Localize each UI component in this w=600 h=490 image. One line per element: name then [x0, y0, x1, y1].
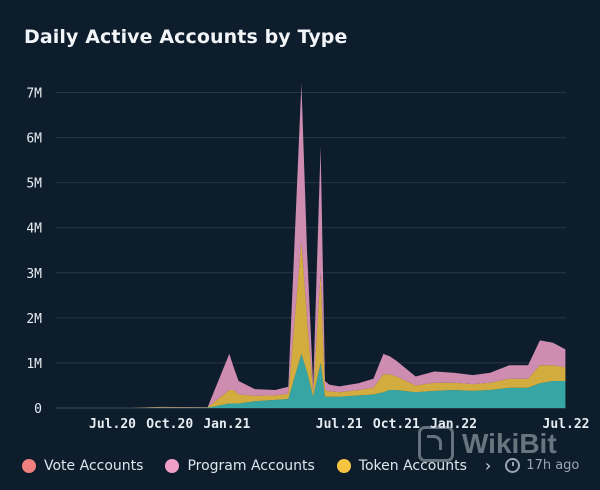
last-updated-text: 17h ago: [526, 458, 580, 473]
y-tick-label: 1M: [26, 357, 42, 372]
y-tick-label: 5M: [26, 177, 42, 192]
x-axis: Jul.20 Oct.20 Jan.21 Jul.21 Oct.21 Jan.22 Jul.…: [89, 417, 589, 432]
series-areas: [56, 83, 566, 409]
legend-swatch-vote: [22, 458, 36, 473]
clock-icon: [505, 458, 521, 473]
legend-item-program[interactable]: Program Accounts: [165, 457, 315, 474]
x-tick-label: Jul.22: [543, 417, 590, 432]
series-area-program-accounts[interactable]: [56, 83, 566, 409]
y-tick-label: 3M: [26, 267, 42, 282]
y-tick-label: 6M: [26, 132, 42, 147]
wikibit-logo-icon: [418, 426, 454, 462]
x-tick-label: Jan.21: [203, 417, 250, 432]
legend-item-vote[interactable]: Vote Accounts: [22, 458, 143, 474]
legend-next-chevron-icon[interactable]: ›: [484, 456, 492, 475]
y-axis: 0 1M 2M 3M 4M 5M 6M 7M: [26, 87, 42, 417]
x-tick-label: Jul.21: [316, 417, 363, 432]
x-tick-label: Oct.20: [146, 417, 193, 432]
chart-title: Daily Active Accounts by Type: [24, 26, 348, 48]
watermark-text: WikiBit: [462, 428, 557, 459]
y-tick-label: 7M: [26, 87, 42, 102]
y-tick-label: 4M: [26, 222, 42, 237]
legend-swatch-program: [165, 458, 180, 473]
legend-label-vote: Vote Accounts: [44, 457, 144, 474]
legend-swatch-token: [336, 458, 351, 473]
x-tick-label: Jan.22: [430, 417, 477, 432]
legend-label-token: Token Accounts: [358, 457, 467, 474]
legend-item-token[interactable]: Token Accounts: [336, 457, 467, 474]
y-tick-label: 2M: [26, 312, 42, 327]
x-tick-label: Jul.20: [89, 417, 136, 432]
legend-label-program: Program Accounts: [187, 457, 315, 474]
y-tick-label: 0: [34, 402, 42, 417]
last-updated: 17h ago: [505, 458, 579, 473]
watermark: WikiBit: [418, 426, 557, 462]
series-area-token-accounts[interactable]: [56, 241, 566, 408]
series-area-other-accounts[interactable]: [56, 353, 566, 408]
legend: Vote Accounts Program Accounts Token Acc…: [22, 456, 579, 475]
x-tick-label: Oct.21: [373, 417, 420, 432]
